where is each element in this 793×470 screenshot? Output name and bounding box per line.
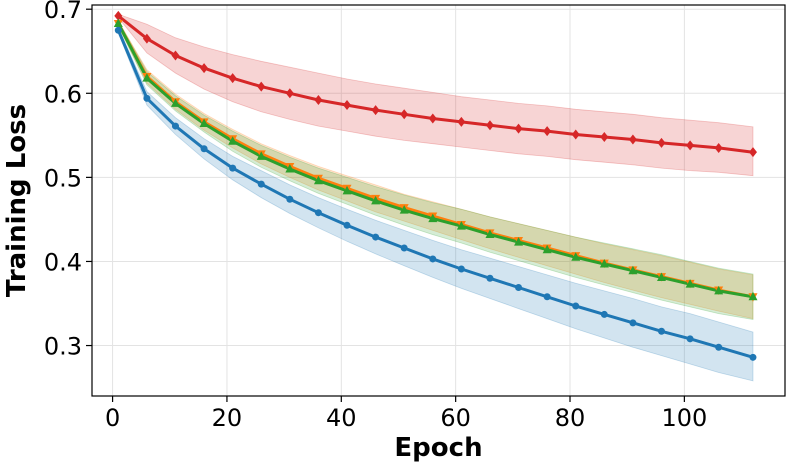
y-tick-label: 0.7 <box>44 0 82 24</box>
green-data-point <box>313 175 323 185</box>
blue-data-point <box>400 244 408 252</box>
x-tick-label: 60 <box>440 404 471 432</box>
blue-data-point <box>486 274 494 282</box>
red-data-point <box>428 113 437 124</box>
green-data-point <box>170 98 180 107</box>
blue-data-point <box>114 26 122 34</box>
confidence-bands <box>117 13 754 382</box>
plot-frame <box>91 4 786 397</box>
green-data-point <box>399 205 409 214</box>
green-data-point <box>514 237 524 246</box>
green-data-point <box>199 118 209 128</box>
red-data-point <box>686 140 695 151</box>
green-data-point <box>371 195 381 205</box>
green-confidence-band <box>117 19 754 320</box>
series-markers <box>113 10 758 361</box>
x-tick-label: 0 <box>105 404 120 432</box>
blue-data-point <box>657 327 665 335</box>
green-data-point <box>456 221 466 230</box>
blue-data-point <box>749 353 757 361</box>
y-tick-label: 0.5 <box>44 164 82 192</box>
y-tick-label: 0.3 <box>44 333 82 361</box>
green-data-point <box>656 272 666 281</box>
red-data-point <box>114 10 123 21</box>
axis-ticks: 0 20 40 60 80 100 0.3 0.4 0.5 0.6 0.7 <box>44 0 707 432</box>
blue-data-point <box>314 209 322 217</box>
blue-data-point <box>572 302 580 310</box>
blue-data-point <box>257 180 265 188</box>
blue-data-point <box>629 319 637 327</box>
green-data-point <box>228 136 238 145</box>
blue-data-point <box>343 221 351 229</box>
red-data-point <box>543 126 552 137</box>
blue-data-point <box>457 265 465 273</box>
blue-data-point <box>600 310 608 318</box>
red-data-point <box>400 109 409 120</box>
red-data-point <box>371 105 380 116</box>
blue-confidence-band <box>117 27 754 382</box>
red-data-point <box>714 142 723 153</box>
green-data-point <box>571 252 581 261</box>
blue-data-point <box>171 122 179 130</box>
green-data-point <box>342 185 352 195</box>
x-tick-label: 100 <box>661 404 707 432</box>
red-data-point <box>314 95 323 106</box>
blue-data-point <box>286 195 294 203</box>
blue-data-point <box>715 343 723 351</box>
blue-data-point <box>143 94 151 102</box>
x-tick-label: 40 <box>326 404 357 432</box>
red-data-point <box>228 73 237 84</box>
orange-confidence-band <box>117 19 754 320</box>
red-data-point <box>748 147 757 158</box>
red-data-point <box>285 88 294 99</box>
red-data-point <box>600 132 609 143</box>
green-data-point <box>748 291 758 301</box>
blue-data-point <box>686 335 694 343</box>
red-data-point <box>457 116 466 127</box>
green-data-point <box>714 285 724 295</box>
red-data-point <box>628 134 637 145</box>
y-axis-label: Training Loss <box>2 104 32 297</box>
red-data-point <box>514 123 523 134</box>
green-data-point <box>256 151 266 160</box>
green-data-point <box>485 229 495 239</box>
green-data-point <box>685 279 695 288</box>
grid <box>92 5 785 396</box>
blue-data-point <box>429 255 437 263</box>
green-data-point <box>542 244 552 254</box>
green-data-point <box>428 213 438 223</box>
green-data-point <box>113 18 123 27</box>
red-data-point <box>343 100 352 111</box>
blue-data-point <box>372 233 380 241</box>
red-data-point <box>142 33 151 44</box>
red-data-point <box>571 129 580 140</box>
blue-data-point <box>229 164 237 172</box>
blue-data-point <box>543 293 551 301</box>
x-axis-label: Epoch <box>394 433 482 463</box>
red-data-point <box>200 63 209 74</box>
blue-data-point <box>200 145 208 153</box>
y-tick-label: 0.4 <box>44 248 82 276</box>
x-tick-label: 20 <box>212 404 243 432</box>
green-data-point <box>628 265 638 275</box>
x-tick-label: 80 <box>555 404 586 432</box>
green-data-point <box>599 258 609 268</box>
red-data-point <box>657 137 666 148</box>
green-data-point <box>285 163 295 173</box>
red-data-point <box>171 50 180 61</box>
blue-data-point <box>515 284 523 292</box>
red-data-point <box>485 120 494 131</box>
red-data-point <box>257 81 266 92</box>
green-data-point <box>142 73 152 82</box>
y-tick-label: 0.6 <box>44 80 82 108</box>
